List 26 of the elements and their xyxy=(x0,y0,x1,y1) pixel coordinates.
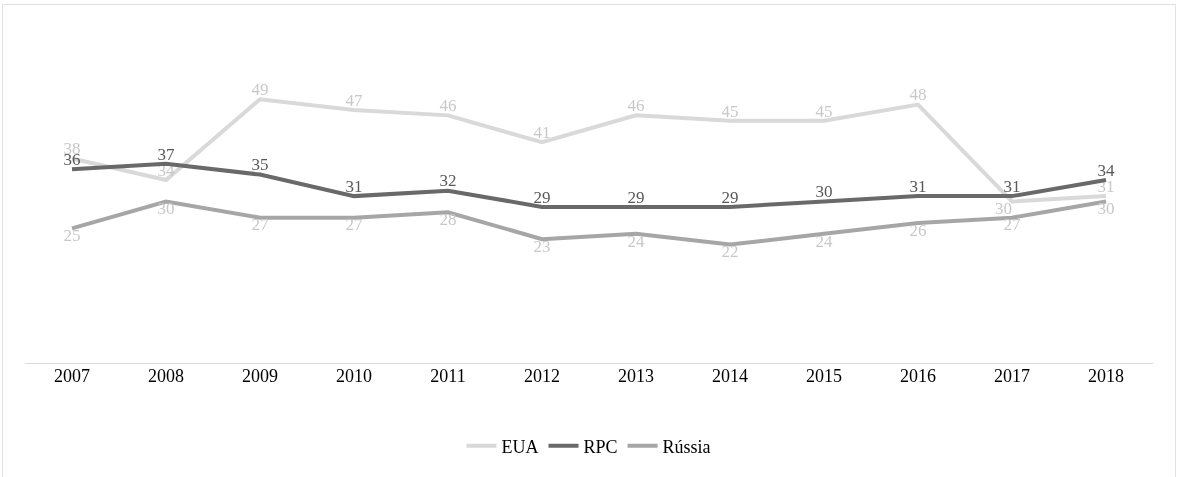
data-label: 29 xyxy=(721,187,739,207)
data-label: 35 xyxy=(251,155,269,175)
data-label: 30 xyxy=(815,182,833,202)
x-tick-label: 2011 xyxy=(430,366,466,386)
data-label: 34 xyxy=(1097,160,1115,180)
x-tick-label: 2007 xyxy=(54,366,90,386)
x-tick-label: 2017 xyxy=(994,366,1030,386)
x-tick-label: 2016 xyxy=(900,366,936,386)
data-label: 31 xyxy=(1003,176,1021,196)
x-tick-label: 2014 xyxy=(712,366,748,386)
legend-label: Rússia xyxy=(662,436,711,457)
x-tick-label: 2009 xyxy=(242,366,278,386)
x-tick-label: 2013 xyxy=(618,366,654,386)
x-tick-label: 2010 xyxy=(336,366,372,386)
data-label: 29 xyxy=(627,187,645,207)
x-tick-label: 2015 xyxy=(806,366,842,386)
x-tick-label: 2008 xyxy=(148,366,184,386)
x-tick-label: 2018 xyxy=(1088,366,1124,386)
data-label: 31 xyxy=(345,176,363,196)
legend-label: EUA xyxy=(501,436,539,457)
data-label: 31 xyxy=(909,176,927,196)
legend-label: RPC xyxy=(583,436,618,457)
data-label: 32 xyxy=(439,171,457,191)
data-label: 29 xyxy=(533,187,551,207)
x-tick-label: 2012 xyxy=(524,366,560,386)
data-label: 37 xyxy=(157,144,175,164)
